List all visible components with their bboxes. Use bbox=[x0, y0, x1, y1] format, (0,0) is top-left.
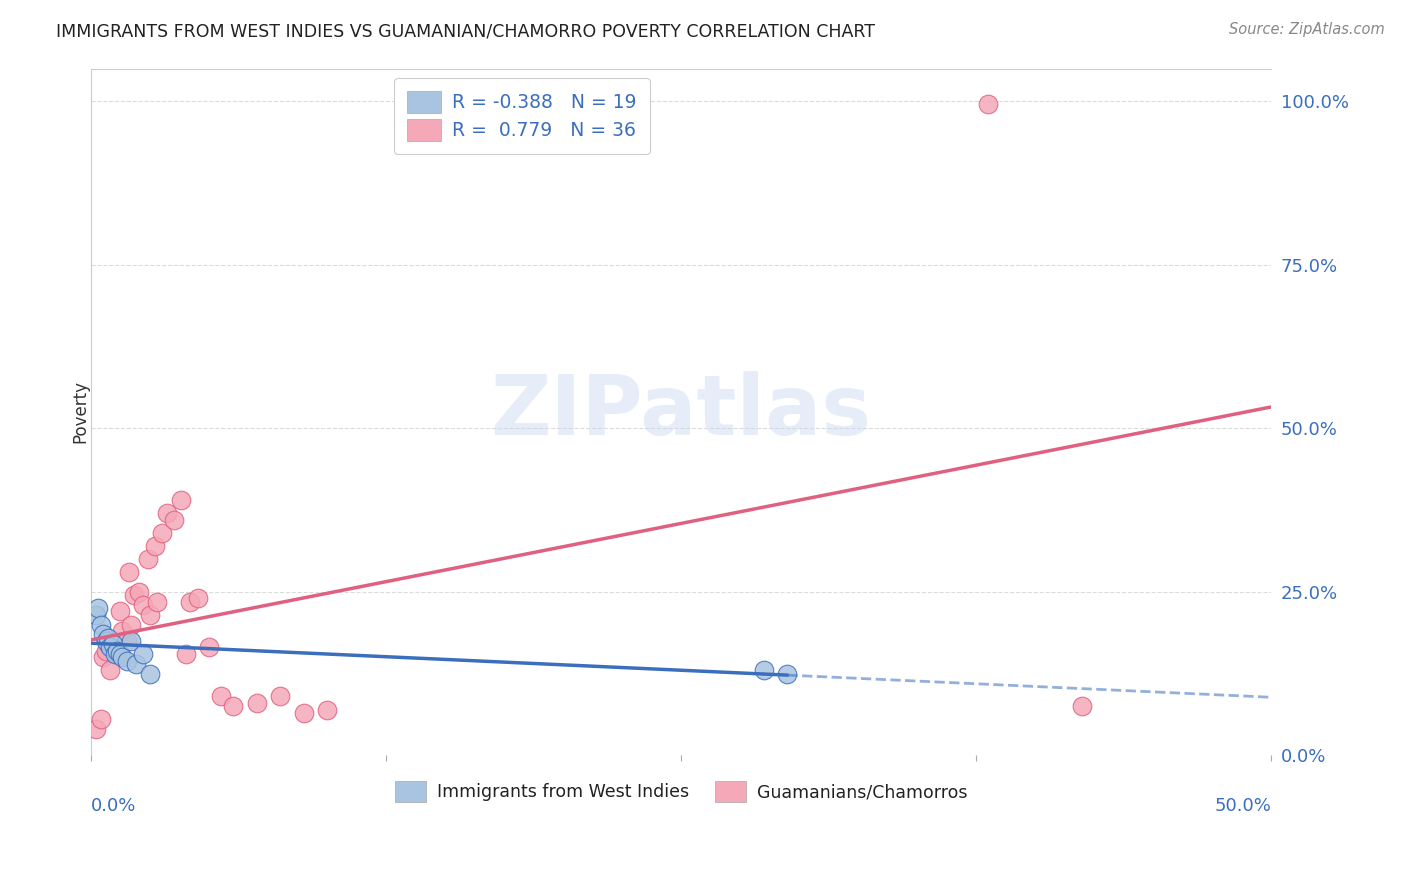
Point bbox=[108, 604, 131, 618]
Point bbox=[316, 702, 339, 716]
Point bbox=[101, 637, 124, 651]
Y-axis label: Poverty: Poverty bbox=[72, 380, 89, 443]
Point bbox=[125, 657, 148, 671]
Point bbox=[118, 565, 141, 579]
Point bbox=[198, 640, 221, 655]
Point bbox=[111, 650, 134, 665]
Point bbox=[105, 647, 128, 661]
Point bbox=[1071, 699, 1094, 714]
Text: 50.0%: 50.0% bbox=[1215, 797, 1271, 814]
Point bbox=[94, 643, 117, 657]
Legend: Immigrants from West Indies, Guamanians/Chamorros: Immigrants from West Indies, Guamanians/… bbox=[388, 774, 974, 808]
Point bbox=[87, 601, 110, 615]
Point bbox=[104, 647, 127, 661]
Point bbox=[292, 706, 315, 720]
Point bbox=[179, 594, 201, 608]
Point bbox=[104, 640, 127, 655]
Point bbox=[222, 699, 245, 714]
Point bbox=[156, 506, 179, 520]
Point bbox=[136, 552, 159, 566]
Point bbox=[132, 647, 155, 661]
Point bbox=[163, 513, 186, 527]
Point bbox=[121, 617, 143, 632]
Point bbox=[139, 607, 162, 622]
Point bbox=[139, 666, 162, 681]
Point bbox=[97, 637, 120, 651]
Point bbox=[143, 539, 166, 553]
Point bbox=[132, 598, 155, 612]
Point bbox=[98, 663, 121, 677]
Point bbox=[91, 627, 114, 641]
Point bbox=[977, 97, 1000, 112]
Point bbox=[146, 594, 169, 608]
Point bbox=[91, 650, 114, 665]
Point bbox=[170, 493, 193, 508]
Point bbox=[84, 607, 107, 622]
Point bbox=[90, 712, 112, 726]
Point bbox=[209, 690, 232, 704]
Text: Source: ZipAtlas.com: Source: ZipAtlas.com bbox=[1229, 22, 1385, 37]
Point bbox=[776, 666, 799, 681]
Text: ZIPatlas: ZIPatlas bbox=[491, 371, 872, 452]
Point bbox=[122, 588, 145, 602]
Point bbox=[94, 633, 117, 648]
Text: IMMIGRANTS FROM WEST INDIES VS GUAMANIAN/CHAMORRO POVERTY CORRELATION CHART: IMMIGRANTS FROM WEST INDIES VS GUAMANIAN… bbox=[56, 22, 876, 40]
Point bbox=[128, 584, 150, 599]
Point bbox=[752, 663, 775, 677]
Point bbox=[186, 591, 208, 606]
Point bbox=[84, 722, 107, 736]
Point bbox=[174, 647, 197, 661]
Point bbox=[115, 653, 138, 667]
Point bbox=[269, 690, 291, 704]
Point bbox=[98, 640, 121, 655]
Point bbox=[121, 633, 143, 648]
Point bbox=[245, 696, 267, 710]
Point bbox=[90, 617, 112, 632]
Point bbox=[150, 525, 173, 540]
Point bbox=[111, 624, 134, 638]
Point bbox=[105, 643, 128, 657]
Point bbox=[97, 631, 120, 645]
Text: 0.0%: 0.0% bbox=[91, 797, 136, 814]
Point bbox=[115, 633, 138, 648]
Point bbox=[108, 647, 131, 661]
